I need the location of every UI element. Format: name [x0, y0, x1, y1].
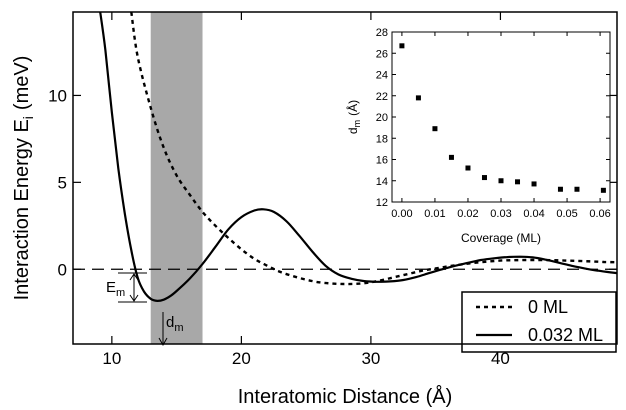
inset-data-point [531, 181, 537, 187]
inset-data-point [481, 175, 487, 181]
x-tick-label: 40 [491, 349, 510, 368]
inset-data-point [498, 178, 504, 184]
shaded-band [150, 12, 203, 344]
inset-x-tick-label: 0.04 [523, 208, 544, 220]
inset-y-tick-label: 24 [376, 70, 388, 82]
inset-data-point [399, 43, 405, 49]
inset-x-tick-label: 0.03 [490, 208, 511, 220]
inset-data-point [557, 186, 563, 192]
inset-y-tick-label: 20 [376, 112, 388, 124]
inset-x-tick-label: 0.06 [589, 208, 610, 220]
legend-label-0ml: 0 ML [528, 297, 568, 317]
inset-x-tick-label: 0.01 [424, 208, 445, 220]
inset-data-point [574, 186, 580, 192]
inset-plot-frame [391, 31, 611, 203]
x-axis-label: Interatomic Distance (Å) [238, 385, 453, 408]
inset-data-point [515, 179, 521, 185]
inset-y-tick-label: 18 [376, 133, 388, 145]
inset-data-point [600, 187, 606, 193]
x-tick-label: 10 [102, 349, 121, 368]
inset-y-tick-label: 26 [376, 48, 388, 60]
series-line-0032ml [99, 12, 617, 303]
em-annotation: Em [106, 272, 147, 303]
legend: 0 ML 0.032 ML [461, 291, 617, 353]
inset-data-point [465, 165, 471, 171]
inset-x-tick-label: 0.02 [457, 208, 478, 220]
x-tick-label: 30 [361, 349, 380, 368]
svg-text:Em: Em [106, 279, 125, 299]
y-tick-label: 10 [48, 86, 67, 105]
main-plot-frame [72, 11, 618, 345]
inset-y-axis-label: dm(Å) [345, 100, 362, 134]
y-tick-label: 0 [58, 260, 67, 279]
inset-data-point [415, 95, 421, 101]
y-tick-label: 5 [58, 173, 67, 192]
inset-plot-background [392, 32, 610, 202]
inset-data-point [448, 154, 454, 160]
legend-label-0032ml: 0.032 ML [528, 325, 603, 345]
legend-box [461, 291, 617, 353]
inset-y-tick-label: 16 [376, 155, 388, 167]
inset-y-tick-label: 12 [376, 197, 388, 209]
inset-x-tick-label: 0.00 [391, 208, 412, 220]
y-axis-label: Interaction Energy Ei(meV) [11, 56, 36, 301]
inset-y-tick-label: 22 [376, 91, 388, 103]
dm-annotation: dm [158, 312, 184, 347]
inset-y-tick-label: 14 [376, 176, 388, 188]
inset-y-tick-label: 28 [376, 27, 388, 39]
svg-text:dm: dm [166, 314, 184, 334]
inset-x-tick-label: 0.05 [556, 208, 577, 220]
x-tick-label: 20 [232, 349, 251, 368]
inset-data-point [432, 126, 438, 132]
inset-x-axis-label: Coverage (ML) [461, 231, 541, 245]
